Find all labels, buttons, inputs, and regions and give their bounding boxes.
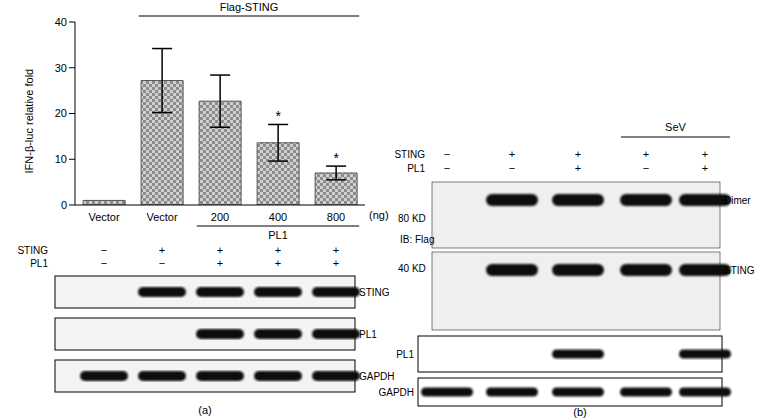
svg-text:+: + — [643, 148, 649, 160]
svg-text:+: + — [702, 162, 708, 174]
svg-text:(b): (b) — [573, 406, 586, 418]
svg-text:GAPDH: GAPDH — [378, 387, 414, 398]
svg-text:*: * — [275, 108, 281, 124]
svg-text:−: − — [444, 162, 450, 174]
svg-text:−: − — [444, 148, 450, 160]
svg-text:+: + — [333, 257, 339, 269]
svg-text:STING: STING — [359, 287, 390, 298]
svg-text:PL1: PL1 — [359, 329, 377, 340]
svg-text:−: − — [101, 244, 107, 256]
svg-text:Dimer: Dimer — [724, 195, 751, 206]
svg-text:IFN-β-luc relative fold: IFN-β-luc relative fold — [23, 69, 35, 174]
svg-text:STING: STING — [17, 245, 48, 256]
svg-text:+: + — [159, 244, 165, 256]
svg-text:40: 40 — [55, 16, 67, 28]
svg-text:(ng): (ng) — [369, 209, 389, 221]
svg-text:10: 10 — [55, 153, 67, 165]
svg-text:*: * — [333, 150, 339, 166]
svg-text:IB: Flag: IB: Flag — [400, 234, 434, 245]
svg-text:(a): (a) — [198, 404, 211, 416]
svg-text:Vector: Vector — [88, 211, 120, 223]
svg-text:30: 30 — [55, 62, 67, 74]
svg-text:PL1: PL1 — [30, 258, 48, 269]
svg-text:40 KD: 40 KD — [398, 263, 426, 274]
svg-text:PL1: PL1 — [396, 349, 414, 360]
svg-text:+: + — [217, 257, 223, 269]
svg-text:+: + — [509, 148, 515, 160]
svg-text:20: 20 — [55, 107, 67, 119]
svg-text:SeV: SeV — [665, 121, 686, 133]
svg-text:PL1: PL1 — [407, 163, 425, 174]
svg-text:STING: STING — [724, 265, 755, 276]
svg-text:200: 200 — [211, 211, 229, 223]
svg-text:+: + — [275, 257, 281, 269]
svg-text:+: + — [275, 244, 281, 256]
svg-text:−: − — [159, 257, 165, 269]
svg-text:−: − — [643, 162, 649, 174]
svg-text:+: + — [217, 244, 223, 256]
svg-text:−: − — [509, 162, 515, 174]
svg-text:Flag-STING: Flag-STING — [220, 1, 279, 13]
svg-text:Vector: Vector — [146, 211, 178, 223]
svg-text:GAPDH: GAPDH — [359, 371, 395, 382]
svg-text:+: + — [702, 148, 708, 160]
svg-text:+: + — [575, 162, 581, 174]
svg-text:STING: STING — [394, 149, 425, 160]
svg-text:800: 800 — [327, 211, 345, 223]
svg-text:400: 400 — [269, 211, 287, 223]
svg-text:+: + — [575, 148, 581, 160]
svg-text:+: + — [333, 244, 339, 256]
svg-text:0: 0 — [61, 199, 67, 211]
svg-text:PL1: PL1 — [268, 229, 288, 241]
svg-text:80 KD: 80 KD — [398, 213, 426, 224]
svg-text:−: − — [101, 257, 107, 269]
